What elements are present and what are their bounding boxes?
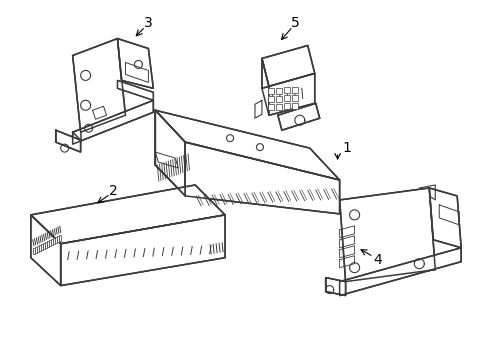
Bar — [49, 240, 50, 246]
Bar — [291, 87, 297, 93]
Bar — [275, 104, 281, 110]
Text: 3: 3 — [143, 15, 152, 30]
Polygon shape — [185, 142, 339, 214]
Bar — [267, 88, 273, 94]
Bar — [275, 88, 281, 94]
Polygon shape — [31, 185, 224, 244]
Polygon shape — [117, 80, 153, 100]
Bar — [59, 235, 61, 241]
Bar — [47, 241, 48, 247]
Text: 1: 1 — [342, 141, 351, 155]
Polygon shape — [155, 110, 185, 196]
Polygon shape — [117, 39, 153, 88]
Bar — [291, 95, 297, 101]
Bar — [267, 96, 273, 102]
Bar — [55, 237, 57, 243]
Bar — [51, 239, 52, 245]
Polygon shape — [155, 110, 339, 180]
Bar — [37, 246, 39, 252]
Bar — [291, 103, 297, 109]
Bar — [283, 103, 289, 109]
Polygon shape — [339, 248, 460, 296]
Bar — [41, 244, 42, 250]
Polygon shape — [56, 130, 81, 152]
Polygon shape — [277, 103, 319, 130]
Polygon shape — [268, 73, 314, 115]
Bar — [275, 96, 281, 102]
Polygon shape — [31, 215, 61, 285]
Polygon shape — [262, 45, 314, 86]
Bar — [42, 243, 44, 249]
Text: 5: 5 — [291, 15, 300, 30]
Polygon shape — [61, 215, 224, 285]
Polygon shape — [262, 58, 268, 88]
Bar — [267, 104, 273, 110]
Text: 4: 4 — [372, 253, 381, 267]
Bar — [33, 248, 35, 254]
Bar — [45, 242, 46, 248]
Bar — [35, 247, 37, 253]
Bar — [53, 238, 55, 244]
Polygon shape — [325, 278, 345, 296]
Polygon shape — [73, 100, 153, 144]
Text: 2: 2 — [109, 184, 118, 198]
Bar — [283, 87, 289, 93]
Bar — [283, 95, 289, 101]
Bar — [57, 236, 59, 242]
Polygon shape — [428, 188, 460, 248]
Polygon shape — [339, 188, 434, 282]
Bar — [39, 245, 41, 251]
Polygon shape — [73, 39, 125, 132]
